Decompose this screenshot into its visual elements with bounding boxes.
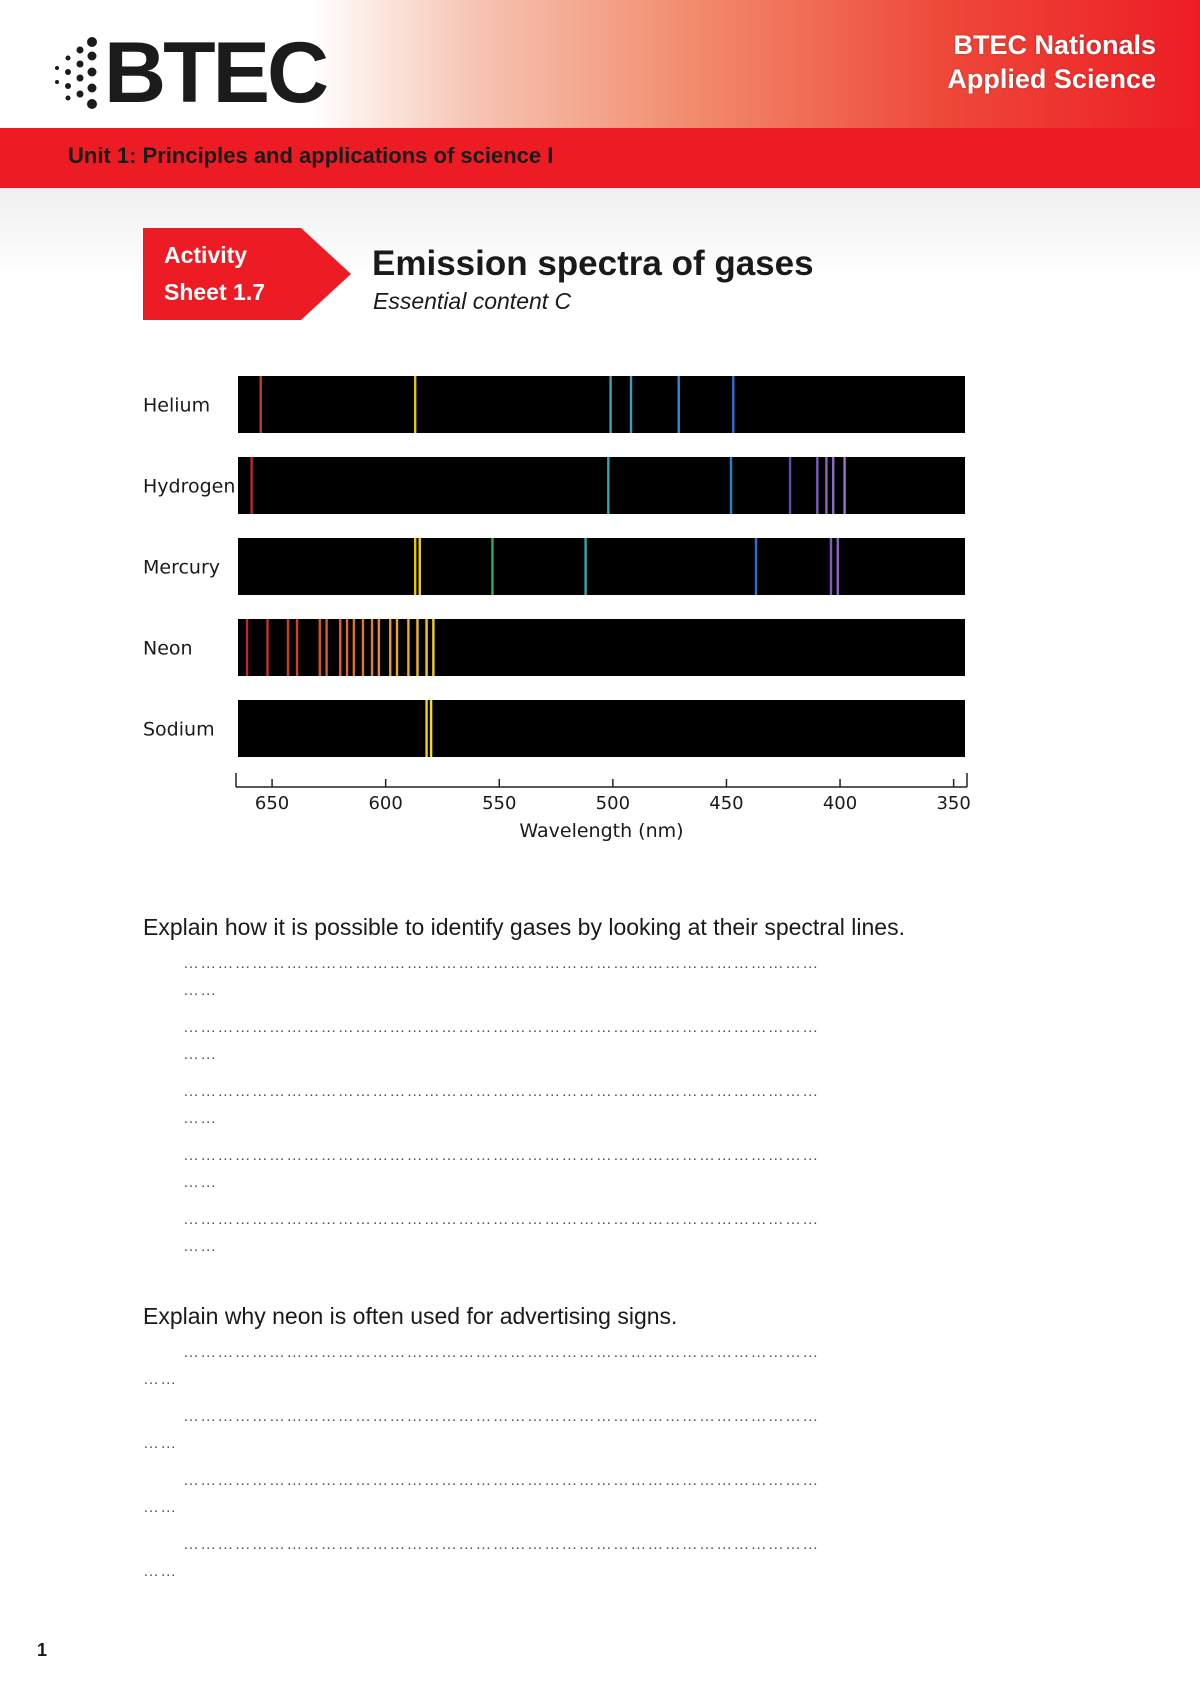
logo-dots-icon	[55, 37, 97, 109]
x-tick-label: 500	[596, 793, 630, 814]
spectrum-label: Hydrogen	[143, 476, 235, 498]
spectrum-label: Neon	[143, 638, 193, 660]
unit-bar: Unit 1: Principles and applications of s…	[0, 128, 1200, 188]
brand-line-2: Applied Science	[947, 64, 1156, 94]
answer-line-continuation[interactable]: ……	[143, 1371, 178, 1388]
spectrum-band-mercury	[238, 538, 965, 595]
activity-arrow-shape	[143, 228, 351, 320]
spectrum-band-neon	[238, 619, 965, 676]
question-2: Explain why neon is often used for adver…	[143, 1303, 678, 1329]
answer-line-continuation[interactable]: ……	[183, 1174, 218, 1191]
page-title: Emission spectra of gases	[372, 244, 814, 283]
answer-line[interactable]: …………………………………………………………………………………………………	[183, 1536, 820, 1553]
x-tick-label: 600	[368, 793, 402, 814]
spectrum-label: Sodium	[143, 719, 215, 741]
answer-line-continuation[interactable]: ……	[183, 982, 218, 999]
x-tick-label: 650	[255, 793, 289, 814]
emission-spectra-chart: Helium Hydrogen Mercury Neon Sodium 650 600 550…	[143, 376, 970, 842]
answer-line-continuation[interactable]: ……	[143, 1435, 178, 1452]
page-header: BTEC BTEC Nationals Applied Science	[0, 0, 1200, 128]
spectrum-label: Mercury	[143, 557, 220, 579]
answer-line[interactable]: …………………………………………………………………………………………………	[183, 1344, 820, 1361]
x-tick-label: 550	[482, 793, 516, 814]
answer-line[interactable]: …………………………………………………………………………………………………	[183, 955, 820, 972]
btec-logo: BTEC	[52, 25, 329, 121]
page-subtitle: Essential content C	[373, 288, 572, 314]
activity-label: Activity Sheet 1.7	[143, 228, 353, 320]
answer-line[interactable]: …………………………………………………………………………………………………	[183, 1083, 820, 1100]
question-1: Explain how it is possible to identify g…	[143, 914, 905, 940]
spectrum-band-hydrogen	[238, 457, 965, 514]
brand-title: BTEC Nationals Applied Science	[947, 28, 1156, 96]
answer-line-continuation[interactable]: ……	[183, 1046, 218, 1063]
spectrum-band-helium	[238, 376, 965, 433]
answer-line[interactable]: …………………………………………………………………………………………………	[183, 1408, 820, 1425]
x-tick-label: 350	[936, 793, 970, 814]
activity-label-line-1: Activity	[164, 242, 248, 268]
brand-line-1: BTEC Nationals	[953, 30, 1156, 60]
page-number: 1	[37, 1640, 48, 1660]
answer-line[interactable]: …………………………………………………………………………………………………	[183, 1472, 820, 1489]
answer-line-continuation[interactable]: ……	[143, 1563, 178, 1580]
spectrum-band-sodium	[238, 700, 965, 757]
answer-line[interactable]: …………………………………………………………………………………………………	[183, 1147, 820, 1164]
answer-line-continuation[interactable]: ……	[183, 1238, 218, 1255]
x-axis-label: Wavelength (nm)	[519, 820, 683, 842]
x-tick-label: 450	[709, 793, 743, 814]
activity-label-line-2: Sheet 1.7	[164, 279, 265, 305]
answer-line[interactable]: …………………………………………………………………………………………………	[183, 1019, 820, 1036]
x-tick-label: 400	[823, 793, 857, 814]
spectrum-label: Helium	[143, 395, 210, 417]
logo-text: BTEC	[104, 25, 329, 121]
answer-line-continuation[interactable]: ……	[143, 1499, 178, 1516]
answer-line[interactable]: …………………………………………………………………………………………………	[183, 1211, 820, 1228]
unit-title: Unit 1: Principles and applications of s…	[68, 143, 554, 168]
answer-line-continuation[interactable]: ……	[183, 1110, 218, 1127]
